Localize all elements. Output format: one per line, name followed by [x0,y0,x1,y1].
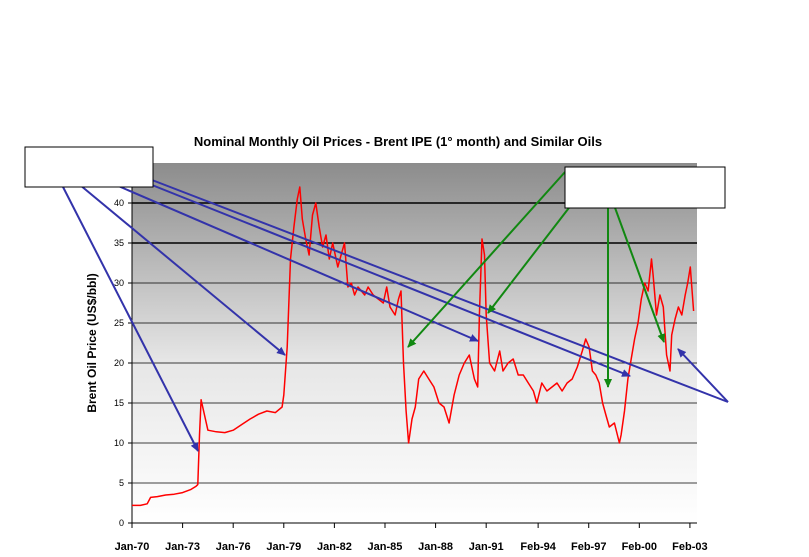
chart-title: Nominal Monthly Oil Prices - Brent IPE (… [194,134,602,149]
series-group [132,186,695,507]
x-tick-label-10: Feb-00 [622,541,657,553]
arrow-left-2 [79,184,286,356]
x-tick-label-8: Feb-94 [520,541,556,553]
plot-area [132,163,697,523]
y-tick-label-2: 10 [114,438,124,448]
x-tick-label-0: Jan-70 [115,541,150,553]
y-tick-label-6: 30 [114,278,124,288]
x-tick-label-11: Feb-03 [672,541,707,553]
x-tick-label-7: Jan-91 [469,541,504,553]
x-tick-label-6: Jan-88 [418,541,453,553]
y-tick-label-1: 5 [119,478,124,488]
y-tick-label-4: 20 [114,358,124,368]
arrow-left-4 [151,184,631,377]
blue-arrows [61,179,729,452]
arrow-left-3 [115,184,479,342]
x-tick-label-3: Jan-79 [266,541,301,553]
callout-box-left [24,146,154,188]
x-tick-label-4: Jan-82 [317,541,352,553]
y-axis-label: Brent Oil Price (US$/bbl) [85,273,99,412]
x-tick-label-9: Feb-97 [571,541,606,553]
y-tick-label-7: 35 [114,238,124,248]
y-axis-ticks: 0 5 10 15 20 25 30 35 40 [114,198,132,528]
y-tick-label-8: 40 [114,198,124,208]
y-tick-label-5: 25 [114,318,124,328]
gridlines [132,202,697,484]
green-arrows [407,171,666,388]
y-tick-label-3: 15 [114,398,124,408]
x-tick-label-1: Jan-73 [165,541,200,553]
arrow-right-2 [677,348,729,403]
x-tick-label-2: Jan-76 [216,541,251,553]
arrow-right-1 [151,179,729,403]
series-line-0 [132,186,695,507]
y-tick-label-0: 0 [119,518,124,528]
arrow-left-1 [61,184,199,452]
arrow-green-4 [613,204,666,343]
arrow-green-1 [407,171,566,348]
arrow-green-2 [487,199,576,314]
x-tick-label-5: Jan-85 [368,541,403,553]
callout-box-right [564,166,726,209]
x-axis-ticks: Jan-70 Jan-73 Jan-76 Jan-79 Jan-82 Jan-85 Jan-… [115,523,708,553]
